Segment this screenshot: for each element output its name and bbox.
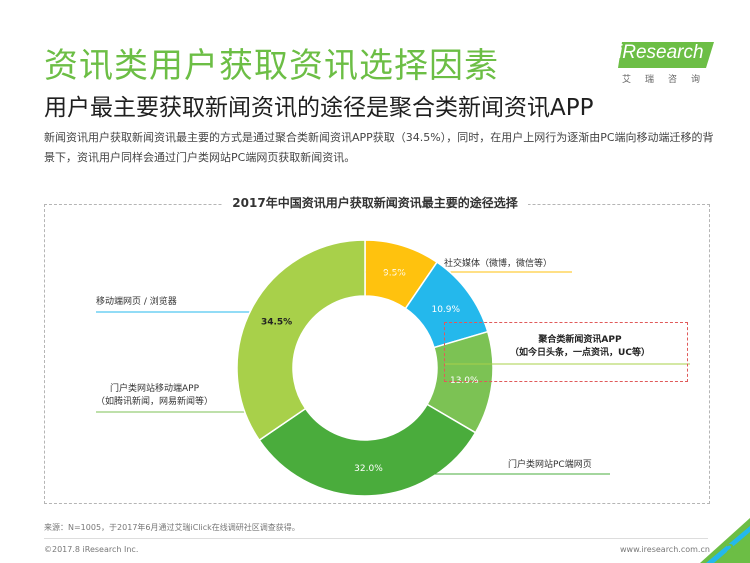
highlight-label: 聚合类新闻资讯APP （如今日头条，一点资讯，UC等）: [510, 335, 650, 358]
logo-text: iResearch: [618, 42, 704, 63]
iresearch-logo: iResearch 艾瑞咨询: [618, 40, 718, 90]
label-social-media: 社交媒体（微博，微信等）: [444, 259, 553, 269]
footer-divider: [44, 538, 708, 539]
logo-subtitle: 艾瑞咨询: [622, 75, 715, 85]
page-number: 20: [726, 542, 743, 556]
slice-value-label-4: 34.5%: [261, 317, 292, 327]
slice-value-label-1: 10.9%: [431, 305, 460, 315]
copyright: ©2017.8 iResearch Inc.: [44, 545, 139, 554]
label-mobile-web: 移动端网页 / 浏览器: [96, 297, 177, 307]
page-title: 资讯类用户获取资讯选择因素: [44, 46, 499, 86]
page-subtitle: 用户最主要获取新闻资讯的途径是聚合类新闻资讯APP: [44, 95, 594, 121]
slice-value-label-3: 32.0%: [354, 464, 383, 474]
logo-badge: [618, 42, 714, 68]
label-portal-pc-web: 门户类网站PC端网页: [508, 460, 592, 470]
highlight-box: [444, 322, 688, 382]
slice-value-label-0: 9.5%: [383, 268, 406, 278]
website-link[interactable]: www.iresearch.com.cn: [620, 545, 710, 554]
data-source: 来源：N=1005，于2017年6月通过艾瑞iClick在线调研社区调查获得。: [44, 523, 300, 532]
chart-title: 2017年中国资讯用户获取新闻资讯最主要的途径选择: [0, 194, 750, 211]
label-portal-mobile-app: 门户类网站移动端APP （如腾讯新闻，网易新闻等）: [96, 384, 214, 407]
donut-slice-3: [258, 403, 477, 497]
donut-slice-4: [236, 239, 366, 442]
intro-paragraph: 新闻资讯用户获取新闻资讯最主要的方式是通过聚合类新闻资讯APP获取（34.5%）…: [44, 131, 714, 164]
